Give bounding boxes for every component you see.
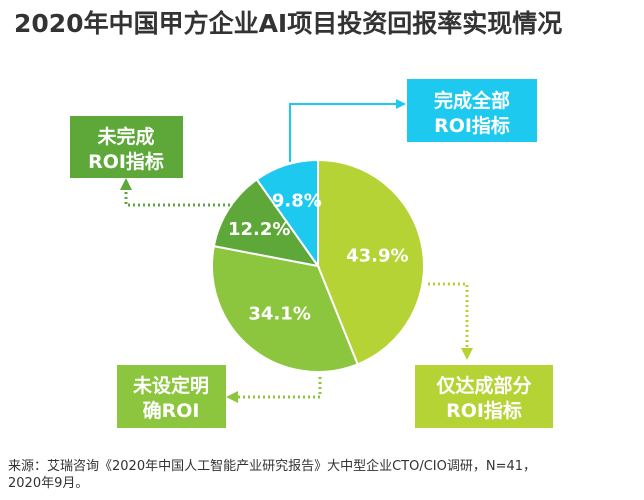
connector-incomplete-arrow	[120, 178, 132, 190]
source-footnote-line1: 来源：艾瑞咨询《2020年中国人工智能产业研究报告》大中型企业CTO/CIO调研…	[8, 459, 537, 474]
pie-slice-complete	[255, 158, 319, 270]
connector-unset	[234, 377, 322, 399]
connector-complete-arrow	[396, 99, 406, 109]
pie-label-complete: 9.8%	[272, 190, 322, 211]
callout-box-incomplete	[70, 116, 183, 178]
callout-box-partial	[415, 365, 553, 428]
pie-slice-incomplete	[212, 178, 321, 268]
callout-unset-line1: 未设定明	[132, 374, 209, 397]
pie-slice-partial	[317, 158, 425, 366]
source-footnote-line2: 2020年9月。	[8, 476, 89, 491]
pie-slice-unset	[211, 244, 359, 373]
callout-box-unset	[117, 365, 226, 428]
pie-label-unset: 34.1%	[248, 304, 310, 325]
connector-complete	[289, 103, 398, 162]
pie-label-partial: 43.9%	[346, 245, 408, 266]
pie-slices	[211, 158, 425, 373]
callout-partial-line1: 仅达成部分	[435, 374, 531, 397]
pie-label-incomplete: 12.2%	[228, 219, 290, 240]
callout-incomplete-line1: 未完成	[96, 125, 154, 148]
callout-partial-line2: ROI指标	[446, 400, 522, 422]
source-footnote: 来源：艾瑞咨询《2020年中国人工智能产业研究报告》大中型企业CTO/CIO调研…	[8, 458, 638, 492]
connector-partial	[428, 282, 469, 350]
chart-title: 2020年中国甲方企业AI项目投资回报率实现情况	[14, 9, 563, 38]
callout-incomplete-line2: ROI指标	[88, 151, 164, 173]
callout-complete-line2: ROI指标	[434, 115, 510, 137]
callout-unset-line2: 确ROI	[143, 399, 200, 422]
callout-box-complete	[407, 79, 537, 142]
connector-unset-arrow	[226, 391, 238, 403]
connector-incomplete	[124, 186, 240, 207]
pie-slice-labels: 43.9% 34.1% 12.2% 9.8%	[228, 190, 409, 324]
callout-complete-line1: 完成全部	[434, 89, 510, 112]
connector-partial-arrow	[461, 348, 473, 360]
